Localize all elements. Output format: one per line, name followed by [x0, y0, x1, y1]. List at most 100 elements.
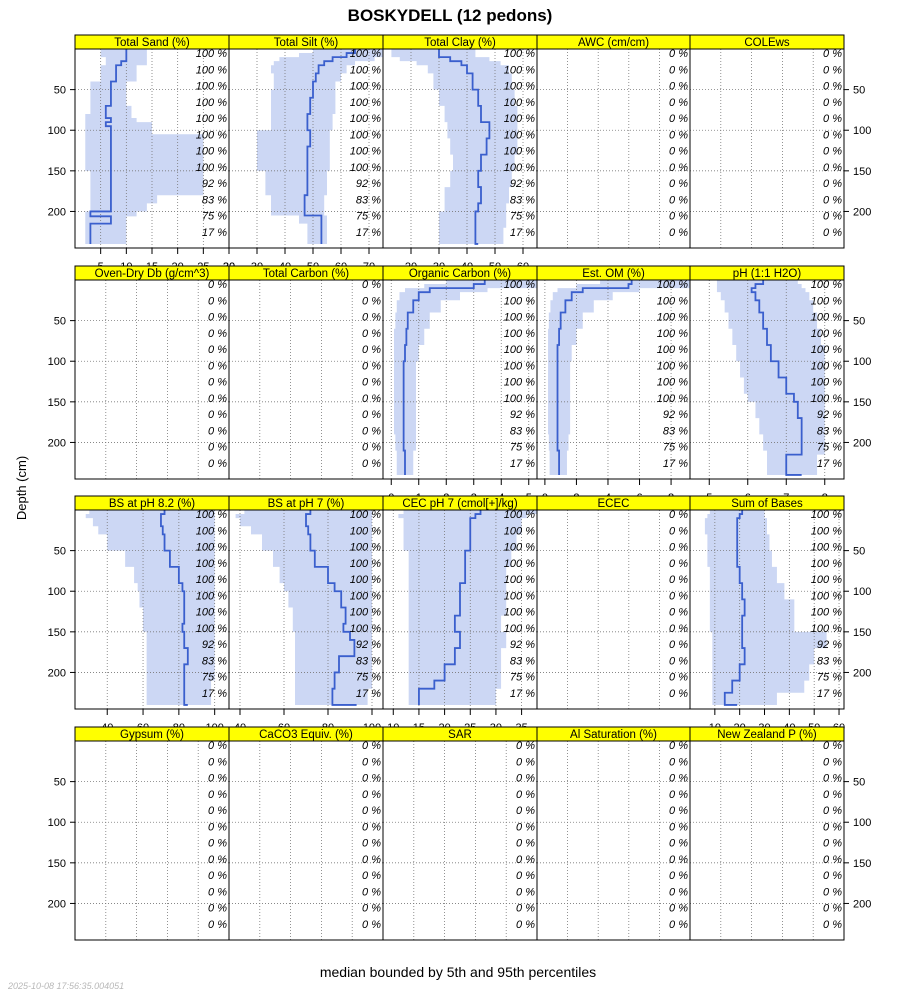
- percent-label: 0 %: [669, 558, 688, 570]
- percent-label: 75 %: [817, 442, 842, 454]
- percent-label: 0 %: [823, 113, 842, 125]
- percent-label: 0 %: [516, 838, 535, 850]
- percent-label: 100 %: [196, 113, 227, 125]
- percent-label: 0 %: [362, 854, 381, 866]
- percent-label: 0 %: [208, 328, 227, 340]
- percent-label: 75 %: [356, 211, 381, 223]
- y-tick-label: 200: [48, 206, 66, 218]
- percent-label: 75 %: [202, 211, 227, 223]
- percent-label: 0 %: [669, 789, 688, 801]
- panel-7: Organic Carbon (%)100 %100 %100 %100 %10…: [382, 265, 538, 504]
- percent-label: 100 %: [504, 542, 535, 554]
- percent-label: 100 %: [350, 146, 381, 158]
- percent-label: 100 %: [811, 509, 842, 521]
- panel-title: pH (1:1 H2O): [733, 268, 802, 280]
- percent-label: 0 %: [362, 903, 381, 915]
- percent-label: 100 %: [504, 113, 535, 125]
- percent-label: 92 %: [356, 639, 381, 651]
- percent-label: 0 %: [669, 542, 688, 554]
- percent-label: 0 %: [362, 295, 381, 307]
- percent-label: 0 %: [208, 919, 227, 931]
- percent-label: 0 %: [516, 903, 535, 915]
- percent-label: 0 %: [208, 360, 227, 372]
- percent-label: 83 %: [202, 194, 227, 206]
- percent-label: 0 %: [208, 789, 227, 801]
- percent-label: 100 %: [811, 542, 842, 554]
- panel-title: Total Carbon (%): [263, 268, 349, 280]
- percent-label: 0 %: [669, 903, 688, 915]
- percent-label: 0 %: [516, 789, 535, 801]
- percent-label: 0 %: [669, 509, 688, 521]
- panel-frame: [74, 740, 230, 941]
- percent-label: 100 %: [504, 574, 535, 586]
- percent-label: 0 %: [669, 194, 688, 206]
- percent-label: 100 %: [196, 48, 227, 60]
- percent-label: 0 %: [669, 211, 688, 223]
- percent-label: 0 %: [208, 756, 227, 768]
- y-tick-label: 50: [54, 546, 66, 558]
- percent-label: 92 %: [356, 178, 381, 190]
- percent-label: 0 %: [208, 377, 227, 389]
- percent-label: 0 %: [823, 227, 842, 239]
- percent-label: 100 %: [350, 97, 381, 109]
- percent-label: 100 %: [350, 574, 381, 586]
- percentile-band: [85, 510, 215, 705]
- percent-label: 100 %: [196, 81, 227, 93]
- percent-label: 100 %: [350, 162, 381, 174]
- percent-label: 0 %: [823, 886, 842, 898]
- panel-3: AWC (cm/cm) 0 % 0 % 0 % 0 % 0 % 0 % 0 % 0 % 0 % 0 …: [536, 34, 691, 249]
- percent-label: 100 %: [657, 393, 688, 405]
- percent-label: 100 %: [811, 590, 842, 602]
- percent-label: 100 %: [811, 558, 842, 570]
- percentile-band: [235, 510, 372, 705]
- percent-label: 100 %: [504, 328, 535, 340]
- percent-label: 0 %: [823, 81, 842, 93]
- panel-14: Sum of Bases 100 % 100 % 100 % 100 % 100 % 100…: [689, 495, 871, 734]
- percent-label: 0 %: [669, 227, 688, 239]
- percent-label: 100 %: [196, 146, 227, 158]
- percent-label: 100 %: [504, 146, 535, 158]
- percent-label: 75 %: [356, 672, 381, 684]
- percent-label: 0 %: [208, 442, 227, 454]
- percent-label: 100 %: [350, 558, 381, 570]
- percent-label: 0 %: [208, 821, 227, 833]
- percent-label: 100 %: [811, 607, 842, 619]
- percent-label: 100 %: [504, 377, 535, 389]
- percent-label: 100 %: [196, 542, 227, 554]
- percentile-band: [704, 510, 827, 705]
- percent-label: 0 %: [669, 773, 688, 785]
- percent-label: 75 %: [817, 672, 842, 684]
- percent-label: 0 %: [362, 789, 381, 801]
- percent-label: 100 %: [657, 377, 688, 389]
- percent-label: 0 %: [669, 129, 688, 141]
- percent-label: 92 %: [663, 409, 688, 421]
- y-tick-label: 200: [48, 667, 66, 679]
- panel-15: Gypsum (%) 0 % 0 % 0 % 0 % 0 % 0 % 0 % 0 % 0 % 0 %…: [48, 726, 230, 941]
- percent-label: 0 %: [516, 821, 535, 833]
- percent-label: 100 %: [350, 113, 381, 125]
- percent-label: 0 %: [669, 870, 688, 882]
- panel-19: New Zealand P (%) 0 % 0 % 0 % 0 % 0 % 0 % 0 % 0 …: [689, 726, 871, 941]
- y-tick-label: 200: [853, 898, 871, 910]
- percent-label: 0 %: [362, 393, 381, 405]
- panel-title: Gypsum (%): [120, 729, 184, 741]
- y-tick-label: 50: [54, 85, 66, 97]
- y-tick-label: 200: [853, 206, 871, 218]
- percent-label: 0 %: [669, 178, 688, 190]
- median-line: [89, 49, 128, 244]
- percent-label: 0 %: [516, 756, 535, 768]
- percent-label: 17 %: [202, 227, 227, 239]
- percent-label: 0 %: [362, 425, 381, 437]
- percent-label: 92 %: [817, 639, 842, 651]
- percent-label: 100 %: [350, 129, 381, 141]
- percent-label: 0 %: [823, 756, 842, 768]
- percent-label: 0 %: [362, 870, 381, 882]
- y-tick-label: 200: [48, 898, 66, 910]
- percent-label: 17 %: [817, 458, 842, 470]
- panel-title: COLEws: [744, 37, 790, 49]
- y-axis-label: Depth (cm): [14, 456, 29, 520]
- percent-label: 0 %: [669, 740, 688, 752]
- percent-label: 0 %: [362, 886, 381, 898]
- percent-label: 100 %: [811, 360, 842, 372]
